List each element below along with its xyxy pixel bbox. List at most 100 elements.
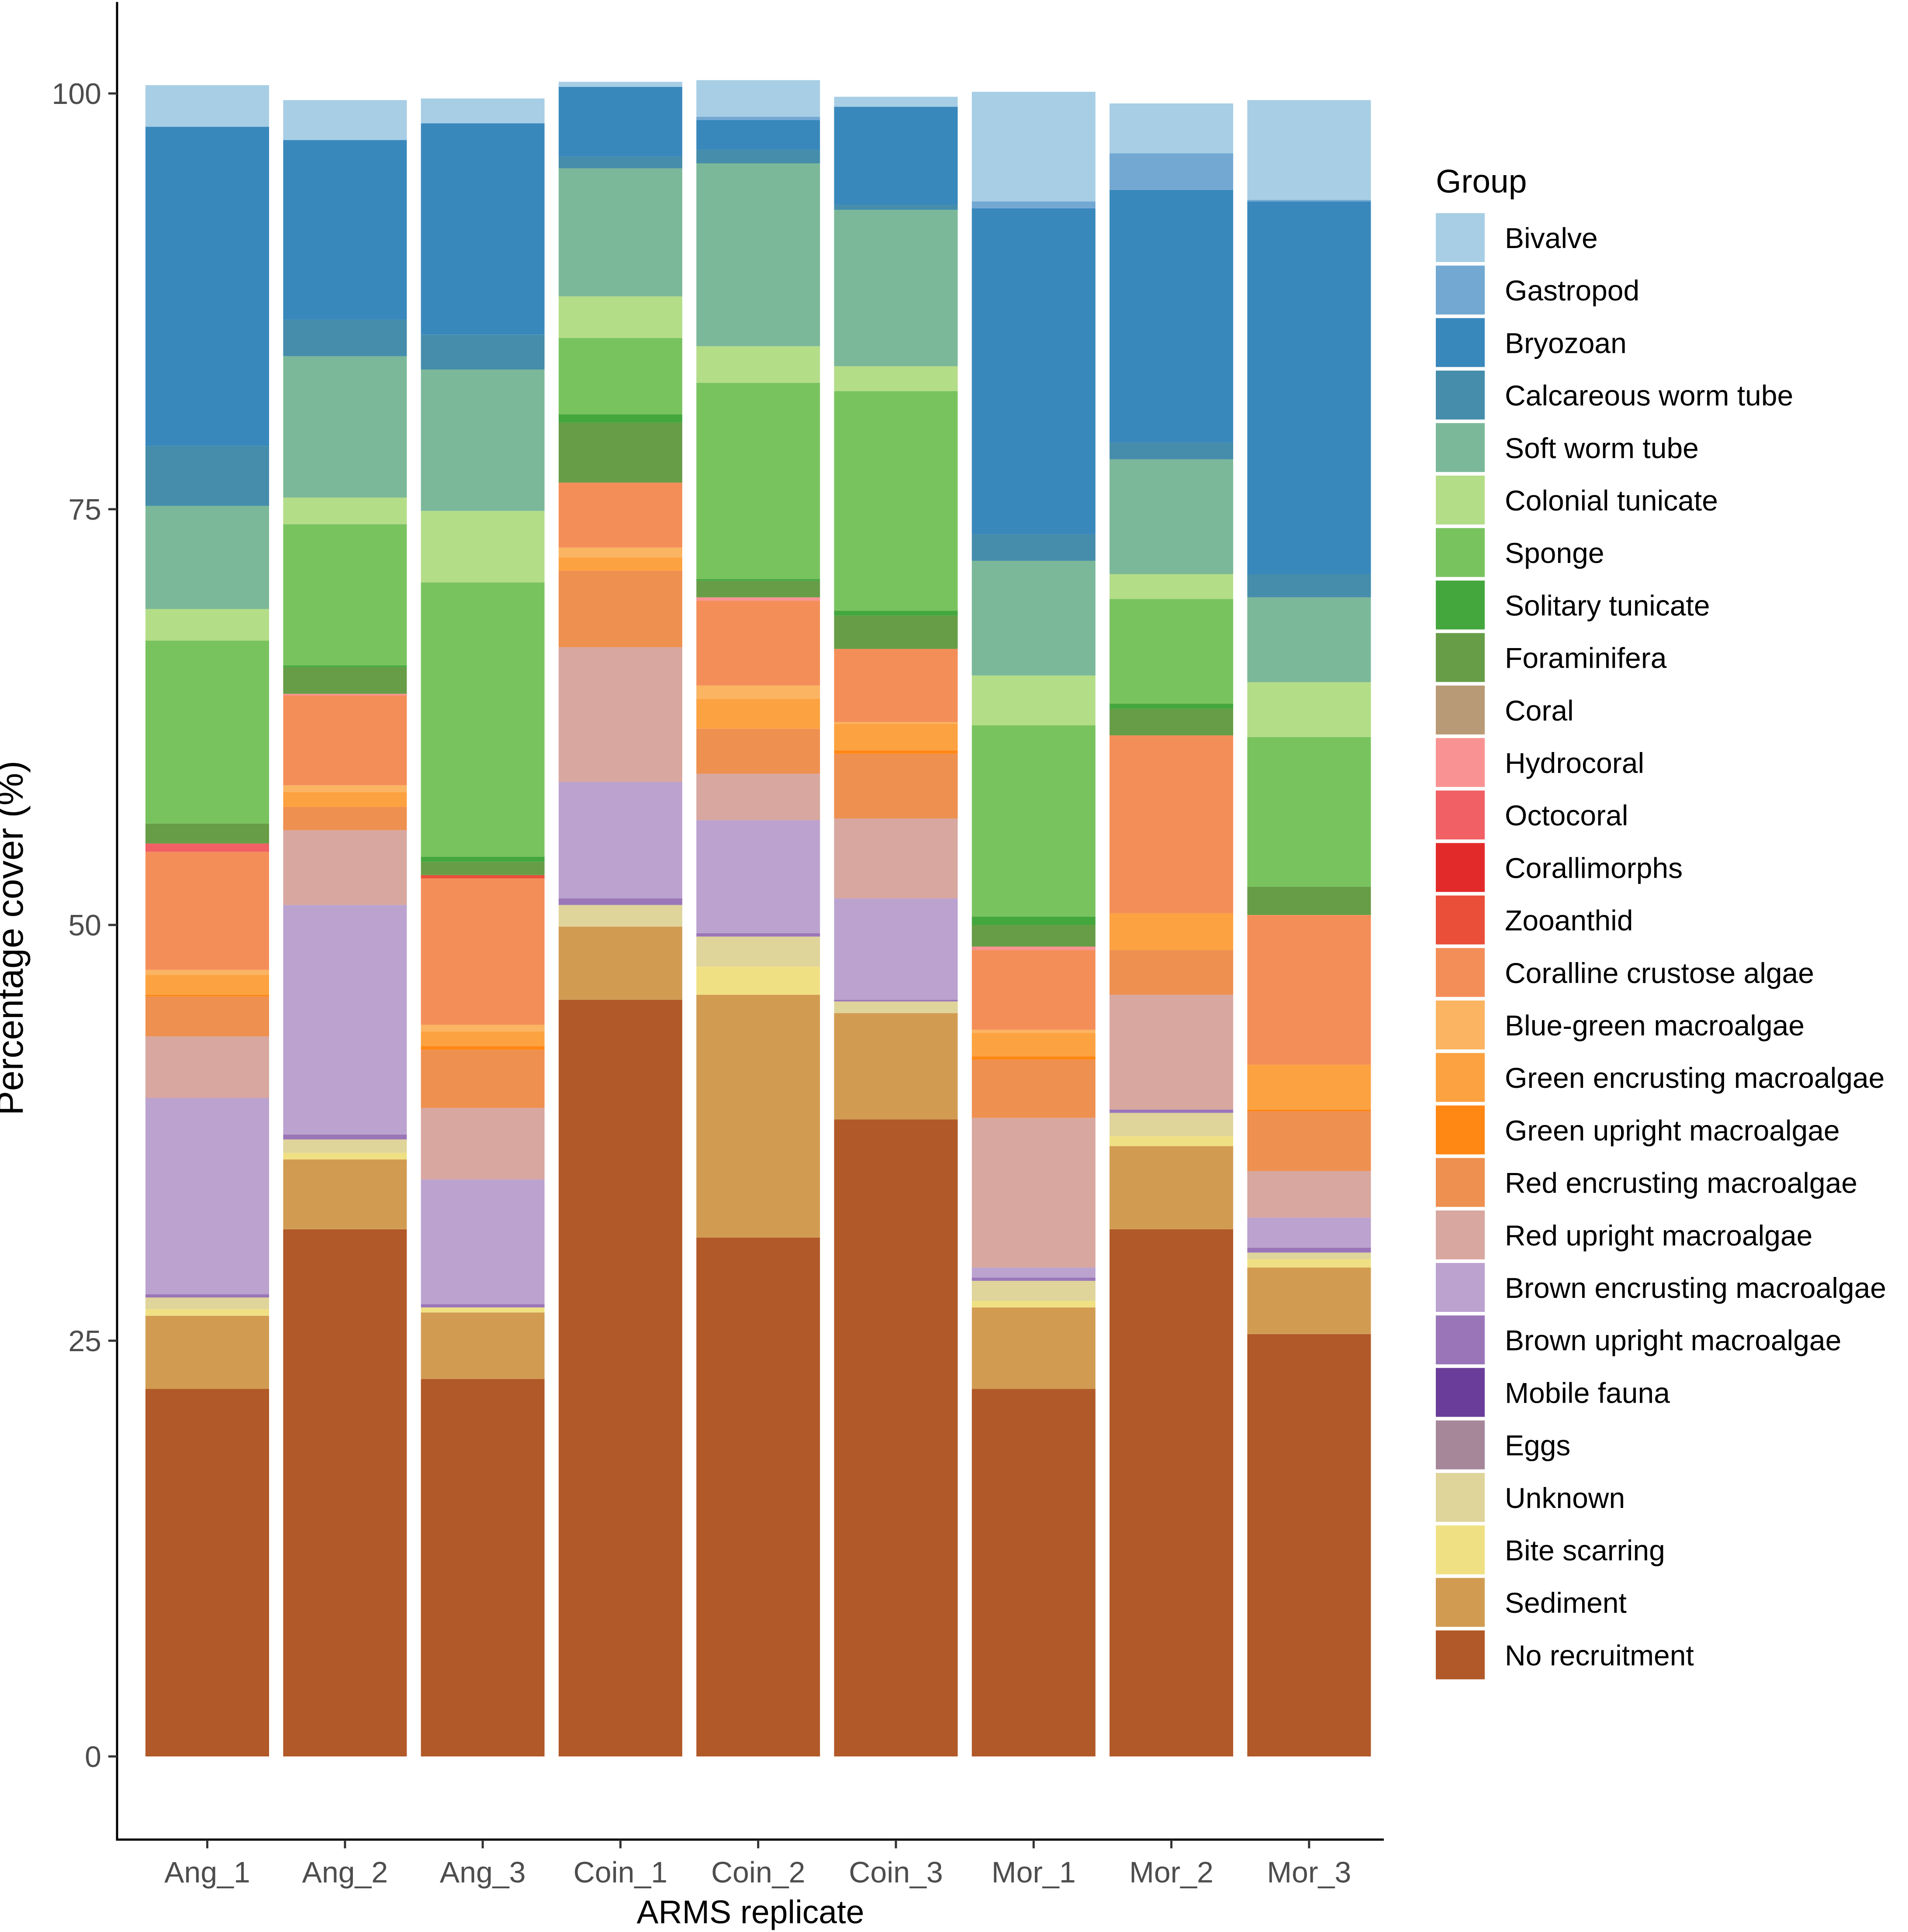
x-tick-label-ang-3: Ang_3	[440, 1856, 526, 1889]
bar-segment-ang-1-octocoral	[145, 843, 269, 852]
bar-segment-mor-1-bite-scarring	[971, 1301, 1096, 1308]
legend-item-foraminifera: Foraminifera	[1436, 633, 1667, 682]
bar-segment-mor-2-sponge	[1110, 599, 1234, 704]
bar-segment-coin-2-soft-worm-tube	[696, 163, 820, 346]
bar-segment-coin-3-red-upright-macroalgae	[834, 818, 958, 899]
bar-segment-coin-1-solitary-tunicate	[558, 414, 682, 423]
legend-item-eggs: Eggs	[1436, 1420, 1570, 1470]
legend-item-sediment: Sediment	[1436, 1578, 1627, 1627]
legend-label-sediment: Sediment	[1505, 1587, 1627, 1619]
bar-segment-coin-2-sediment	[696, 994, 820, 1238]
legend-label-eggs: Eggs	[1505, 1429, 1570, 1462]
bar-segment-mor-3-brown-upright-macroalgae	[1247, 1247, 1371, 1253]
legend-label-unknown: Unknown	[1505, 1482, 1625, 1514]
bar-stack-ang-3	[421, 98, 545, 1756]
bar-stack-mor-1	[971, 92, 1096, 1756]
legend-swatch-soft-worm-tube	[1436, 423, 1485, 472]
bars-layer	[145, 80, 1371, 1756]
legend-swatch-mobile-fauna	[1436, 1368, 1485, 1417]
bar-segment-mor-1-blue-green-macroalgae	[971, 1029, 1096, 1033]
legend-label-green-upright-macroalgae: Green upright macroalgae	[1505, 1114, 1840, 1146]
bar-segment-ang-3-red-encrusting-macroalgae	[421, 1049, 545, 1108]
bar-segment-mor-1-unknown	[971, 1280, 1096, 1301]
legend-item-corallimorphs: Corallimorphs	[1436, 843, 1683, 892]
legend-swatch-colonial-tunicate	[1436, 476, 1485, 524]
bar-segment-mor-2-bite-scarring	[1110, 1136, 1234, 1146]
y-tick-label-50: 50	[68, 909, 101, 942]
bar-segment-mor-2-bivalve	[1110, 103, 1234, 153]
bar-segment-coin-2-green-encrusting-macroalgae	[696, 699, 820, 729]
bar-segment-ang-3-blue-green-macroalgae	[421, 1025, 545, 1032]
bar-segment-ang-1-bite-scarring	[145, 1309, 269, 1316]
bar-segment-coin-2-no-recruitment	[696, 1237, 820, 1756]
bar-segment-coin-2-unknown	[696, 936, 820, 967]
bar-segment-mor-3-bivalve	[1247, 100, 1371, 200]
bar-stack-mor-3	[1247, 100, 1371, 1756]
bar-segment-coin-1-coralline-crustose-algae	[558, 483, 682, 548]
legend-label-octocoral: Octocoral	[1505, 799, 1628, 831]
legend-label-corallimorphs: Corallimorphs	[1505, 852, 1683, 884]
bar-segment-ang-1-green-encrusting-macroalgae	[145, 975, 269, 995]
legend-swatch-octocoral	[1436, 790, 1485, 840]
bar-segment-coin-3-brown-upright-macroalgae	[834, 1000, 958, 1002]
bar-segment-mor-1-brown-upright-macroalgae	[971, 1277, 1096, 1281]
legend-label-red-encrusting-macroalgae: Red encrusting macroalgae	[1505, 1167, 1857, 1199]
bar-segment-mor-1-no-recruitment	[971, 1389, 1096, 1756]
legend-swatch-green-upright-macroalgae	[1436, 1105, 1485, 1155]
legend-label-foraminifera: Foraminifera	[1505, 642, 1667, 674]
legend-label-hydrocoral: Hydrocoral	[1505, 747, 1644, 779]
bar-segment-ang-1-calcareous-worm-tube	[145, 446, 269, 506]
bar-segment-ang-1-unknown	[145, 1297, 269, 1309]
legend-label-blue-green-macroalgae: Blue-green macroalgae	[1505, 1009, 1804, 1042]
bar-segment-coin-3-colonial-tunicate	[834, 366, 958, 391]
bar-segment-mor-2-bryozoan	[1110, 190, 1234, 443]
legend-label-coral: Coral	[1505, 694, 1574, 727]
legend-label-green-encrusting-macroalgae: Green encrusting macroalgae	[1505, 1062, 1884, 1094]
bar-segment-ang-3-zooanthid	[421, 875, 545, 879]
legend-items: Bivalve Gastropod Bryozoan Calcareous worm …	[1436, 213, 1886, 1680]
legend-item-brown-upright-macroalgae: Brown upright macroalgae	[1436, 1315, 1841, 1365]
legend-swatch-brown-upright-macroalgae	[1436, 1315, 1485, 1365]
legend-swatch-solitary-tunicate	[1436, 580, 1485, 630]
bar-segment-coin-3-green-encrusting-macroalgae	[834, 724, 958, 751]
bar-segment-mor-2-red-upright-macroalgae	[1110, 994, 1234, 1110]
bar-segment-mor-3-calcareous-worm-tube	[1247, 574, 1371, 597]
bar-segment-mor-1-calcareous-worm-tube	[971, 534, 1096, 561]
legend-item-sponge: Sponge	[1436, 528, 1604, 577]
bar-segment-ang-2-unknown	[283, 1139, 407, 1153]
bar-segment-ang-3-red-upright-macroalgae	[421, 1107, 545, 1180]
y-tick-label-25: 25	[68, 1325, 101, 1358]
bar-segment-mor-3-red-encrusting-macroalgae	[1247, 1111, 1371, 1171]
bar-segment-coin-2-bite-scarring	[696, 966, 820, 995]
bar-segment-mor-3-soft-worm-tube	[1247, 597, 1371, 682]
legend-swatch-sponge	[1436, 528, 1485, 577]
bar-segment-coin-1-bivalve	[558, 82, 682, 87]
legend-label-mobile-fauna: Mobile fauna	[1505, 1377, 1670, 1409]
bar-segment-ang-3-foraminifera	[421, 862, 545, 875]
bar-segment-ang-1-blue-green-macroalgae	[145, 969, 269, 975]
legend-swatch-eggs	[1436, 1420, 1485, 1470]
bar-segment-mor-3-green-upright-macroalgae	[1247, 1109, 1371, 1111]
bar-segment-coin-2-bryozoan	[696, 120, 820, 150]
legend-label-zooanthid: Zooanthid	[1505, 904, 1633, 937]
legend-swatch-red-upright-macroalgae	[1436, 1210, 1485, 1259]
legend-item-red-encrusting-macroalgae: Red encrusting macroalgae	[1436, 1158, 1857, 1207]
bar-segment-ang-1-red-encrusting-macroalgae	[145, 996, 269, 1037]
x-tick-label-ang-1: Ang_1	[164, 1856, 250, 1889]
bar-segment-mor-2-no-recruitment	[1110, 1229, 1234, 1756]
bar-segment-coin-2-foraminifera	[696, 580, 820, 597]
x-tick-label-coin-3: Coin_3	[849, 1856, 943, 1889]
bar-segment-coin-3-soft-worm-tube	[834, 210, 958, 366]
bar-segment-mor-1-solitary-tunicate	[971, 917, 1096, 925]
legend-item-unknown: Unknown	[1436, 1473, 1625, 1522]
legend-item-coralline-crustose-algae: Coralline crustose algae	[1436, 948, 1814, 997]
bar-segment-ang-2-red-encrusting-macroalgae	[283, 807, 407, 830]
bar-segment-ang-3-bivalve	[421, 98, 545, 124]
bar-segment-mor-1-colonial-tunicate	[971, 675, 1096, 725]
legend-label-coralline-crustose-algae: Coralline crustose algae	[1505, 957, 1814, 989]
bar-segment-mor-2-solitary-tunicate	[1110, 704, 1234, 709]
bar-segment-ang-3-bryozoan	[421, 123, 545, 335]
legend-item-zooanthid: Zooanthid	[1436, 895, 1633, 945]
bar-segment-ang-2-solitary-tunicate	[283, 666, 407, 667]
